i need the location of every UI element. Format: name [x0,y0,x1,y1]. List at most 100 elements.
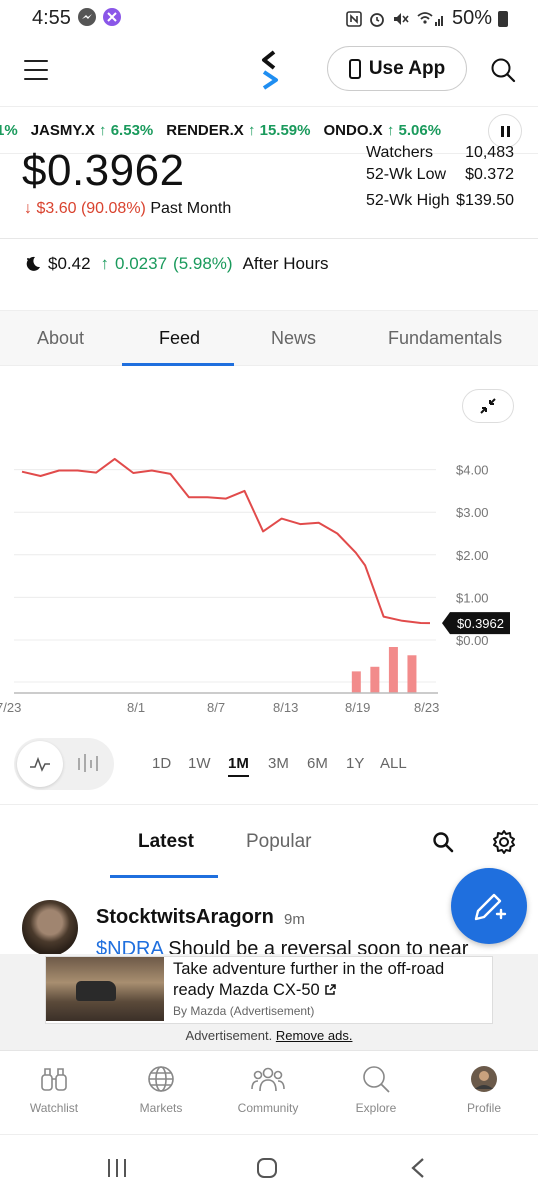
range-1m[interactable]: 1M [228,755,249,777]
feed-tabs: Latest Popular [0,804,538,878]
use-app-button[interactable]: Use App [327,46,467,91]
post-username[interactable]: StocktwitsAragorn [96,906,274,928]
ticker-change: ↑ 15.59% [247,122,311,139]
range-6m[interactable]: 6M [307,755,328,772]
quote-stats: Watchers 10,483 52-Wk Low $0.372 52-Wk Hig… [366,144,514,218]
nfc-icon [346,10,362,27]
ad-title[interactable]: Take adventure further in the off-road r… [173,960,445,999]
ticker-item[interactable]: JASMY.X ↑ 6.53% [31,122,154,139]
wifi-signal-icon [417,11,443,26]
post-time: 9m [284,911,305,928]
binoculars-icon [41,1068,67,1091]
avatar-icon [471,1066,497,1092]
price-line [21,457,431,625]
ticker-item[interactable]: 1% [0,122,18,139]
mute-icon [393,12,409,25]
home-icon[interactable] [256,1157,278,1179]
ticker-item[interactable]: RENDER.X ↑ 15.59% [166,122,310,139]
nav-watchlist[interactable]: Watchlist [9,1061,99,1115]
messenger-icon [77,8,96,26]
globe-icon [148,1066,174,1092]
moon-icon [26,256,40,271]
line-chart-icon [30,756,50,772]
feed-tab-indicator [110,875,218,878]
collapse-icon [480,398,496,414]
nav-explore[interactable]: Explore [331,1061,421,1115]
up-arrow-icon: ↑ [100,254,110,273]
recent-apps-icon[interactable] [106,1157,128,1179]
system-nav-bar [0,1134,538,1200]
compose-post-button[interactable] [451,868,527,944]
ad-sponsor: By Mazda (Advertisement) [173,1004,315,1018]
y-tick-label: $1.00 [456,590,489,605]
tab-feed[interactable]: Feed [159,328,201,348]
quote-tabs: About Feed News Fundamentals [0,310,538,366]
tab-news[interactable]: News [271,328,317,348]
tab-popular[interactable]: Popular [246,831,312,852]
back-icon[interactable] [408,1157,428,1179]
feed-search-icon[interactable] [432,831,454,853]
search-icon[interactable] [490,57,516,83]
nav-community[interactable]: Community [223,1061,313,1115]
ticker-bar: 1% JASMY.X ↑ 6.53% RENDER.X ↑ 15.59% ONDO.X… [0,106,538,154]
tab-about[interactable]: About [37,328,85,348]
nav-markets[interactable]: Markets [116,1061,206,1115]
divider [0,238,538,239]
menu-icon[interactable] [24,60,48,80]
ad-label: Advertisement. Remove ads. [185,1028,353,1043]
ticker-change: ↑ 6.53% [99,122,154,139]
y-tick-label: $0.00 [456,633,489,648]
search-icon [363,1066,390,1093]
chart-type-toggle[interactable] [14,738,114,790]
volume-bar [370,666,380,693]
post-avatar[interactable] [22,900,78,956]
ticker-symbol: RENDER.X [166,122,248,139]
pencil-plus-icon [474,893,507,921]
volume-bar [407,655,417,693]
alarm-icon [370,12,384,27]
app-notification-icon [103,8,122,26]
y-tick-label: $2.00 [456,548,489,563]
volume-bar [388,647,398,693]
phone-icon [348,58,361,79]
range-all[interactable]: ALL [380,755,407,772]
pause-button[interactable] [488,114,522,148]
x-tick-label: 8/1 [127,700,145,715]
range-1y[interactable]: 1Y [346,755,365,772]
y-tick-label: $3.00 [456,505,489,520]
line-chart-toggle[interactable] [17,741,63,787]
remove-ads-link[interactable]: Remove ads. [275,1028,353,1043]
tab-indicator [122,363,234,366]
x-tick-label: 7/23 [0,700,21,715]
current-price-label: $0.3962 [457,616,504,631]
ticker-item[interactable]: ONDO.X ↑ 5.06% [323,122,441,139]
tab-latest[interactable]: Latest [138,831,194,852]
stat-row: 52-Wk High $139.50 [366,192,514,209]
x-tick-label: 8/19 [345,700,370,715]
settings-gear-icon[interactable] [491,829,517,855]
price-chart[interactable]: $4.00 $3.00 $2.00 $1.00 $0.00 $0.3962 7/23 8/1 8… [0,366,538,802]
battery-percent: 50% [451,7,492,29]
nav-profile[interactable]: Profile [439,1061,529,1115]
bottom-nav: Watchlist Markets Community Explore [0,1050,538,1134]
range-1d[interactable]: 1D [152,755,172,772]
people-icon [251,1067,285,1092]
ad-image[interactable] [46,957,164,1021]
ticker-change: 1% [0,122,18,139]
status-icons: 50% [346,7,508,30]
ticker-change: ↑ 5.06% [386,122,442,139]
ticker-symbol: JASMY.X [30,122,100,139]
external-link-icon [325,984,337,995]
range-1w[interactable]: 1W [188,755,211,772]
bar-chart-icon[interactable] [76,752,100,774]
stat-row: 52-Wk Low $0.372 [366,166,514,183]
y-tick-label: $4.00 [456,463,489,478]
tab-fundamentals[interactable]: Fundamentals [388,328,503,348]
x-tick-label: 8/23 [414,700,439,715]
collapse-chart-button[interactable] [462,389,514,423]
current-price-tag [442,612,510,635]
price-change: ↓ $3.60 (90.08%) Past Month [24,200,232,217]
range-3m[interactable]: 3M [268,755,289,772]
battery-icon [498,10,508,27]
x-tick-label: 8/7 [207,700,225,715]
